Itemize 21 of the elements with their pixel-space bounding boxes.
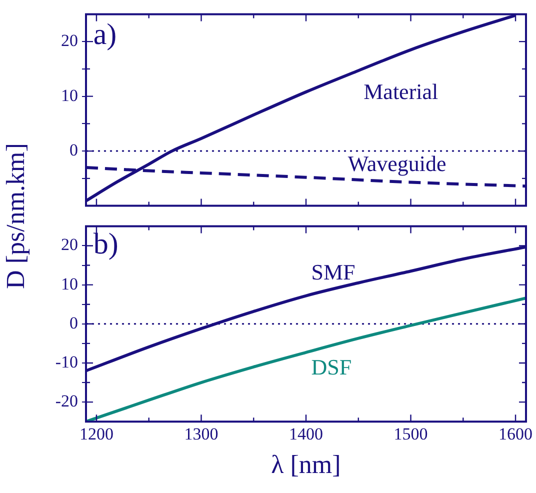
series-label: Waveguide [348,151,446,176]
x-tick-label: 1400 [289,424,323,444]
y-tick-label: 10 [61,274,78,294]
x-tick-label: 1600 [498,424,533,444]
series-label: Material [364,78,438,104]
annotation: b) [93,228,118,261]
y-tick-label: 0 [70,140,78,160]
y-tick-label: 20 [61,31,78,50]
y-tick-label: -20 [55,392,78,411]
y-axis-title: D [ps/nm.km] [0,143,31,289]
annotation: a) [93,18,117,51]
x-tick-label: 1500 [394,424,428,444]
y-tick-label: 10 [61,86,78,105]
x-tick-label: 1300 [184,424,218,444]
x-axis-title: λ [nm] [271,450,341,480]
series-label: DSF [311,354,352,380]
y-tick-label: 0 [70,313,78,332]
y-tick-label: 20 [61,235,78,254]
series-label: SMF [311,260,356,285]
y-tick-label: -10 [55,352,78,372]
x-tick-label: 1200 [79,424,114,444]
